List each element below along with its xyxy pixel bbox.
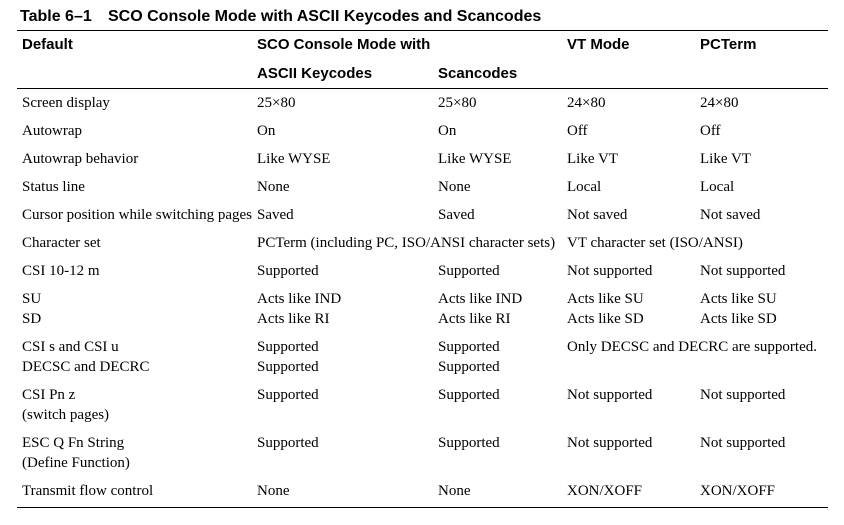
table-cell: 24×80 [567, 95, 606, 111]
bottom-rule [17, 507, 828, 508]
table-cell: Saved [438, 207, 475, 223]
table-cell: Not saved [700, 207, 761, 223]
row-label: CSI Pn z (switch pages) [22, 387, 110, 423]
table-cell: PCTerm (including PC, ISO/ANSI character… [257, 235, 556, 251]
table-row: Autowrap behavior Like WYSE Like WYSE Like … [0, 149, 844, 193]
row-label: Transmit flow control [22, 483, 154, 499]
header-scancodes: Scancodes [438, 65, 518, 82]
table-cell: Supported [438, 435, 500, 451]
table-cell: None [438, 483, 471, 499]
header-default: Default [22, 36, 73, 53]
row-label: CSI 10-12 m [22, 263, 100, 279]
table-cell: Not saved [567, 207, 628, 223]
table-cell: Supported [257, 387, 319, 403]
row-label: SU SD [22, 291, 42, 327]
table-cell: On [438, 123, 457, 139]
table-number: Table 6–1 [20, 8, 92, 25]
header-ascii-keycodes: ASCII Keycodes [257, 65, 373, 82]
table-caption: Table 6–1 SCO Console Mode with ASCII Key… [20, 8, 541, 26]
table-cell: None [257, 179, 290, 195]
table-cell: Not supported [567, 435, 653, 451]
table-row: CSI Pn z (switch pages) Supported Supported… [0, 385, 844, 429]
table-cell: Not supported [700, 263, 786, 279]
table-row: CSI 10-12 m Supported Supported Not support… [0, 261, 844, 305]
table-row: SU SD Acts like IND Acts like RI Acts like I… [0, 289, 844, 333]
table-cell: None [257, 483, 290, 499]
table-cell: 25×80 [438, 95, 477, 111]
row-label: ESC Q Fn String (Define Function) [22, 435, 130, 471]
table-row: Transmit flow control None None XON/XOFF XON… [0, 481, 844, 525]
table-row: Status line None None Local Local [0, 177, 844, 221]
table-cell: VT character set (ISO/ANSI) [567, 235, 743, 251]
table-cell: XON/XOFF [700, 483, 776, 499]
table-cell: Supported [438, 263, 500, 279]
header-pcterm: PCTerm [700, 36, 757, 53]
table-cell: Supported [257, 263, 319, 279]
table-cell: Off [567, 123, 588, 139]
table-row: Screen display 25×80 25×80 24×80 24×80 [0, 93, 844, 137]
table-cell: Supported [438, 387, 500, 403]
table-cell: Not supported [700, 387, 786, 403]
table-cell: Acts like SU Acts like SD [567, 291, 644, 327]
table-cell: Local [700, 179, 735, 195]
row-label: CSI s and CSI u DECSC and DECRC [22, 339, 150, 375]
table-cell: None [438, 179, 471, 195]
table-title: SCO Console Mode with ASCII Keycodes and… [108, 8, 542, 25]
table-cell: Acts like IND Acts like RI [257, 291, 342, 327]
table-cell: XON/XOFF [567, 483, 643, 499]
table-cell: Supported Supported [257, 339, 319, 375]
table-cell: Like VT [567, 151, 618, 167]
table-cell: Not supported [567, 387, 653, 403]
table-cell: Like WYSE [438, 151, 512, 167]
table-cell: Not supported [700, 435, 786, 451]
row-label: Screen display [22, 95, 110, 111]
table-cell: Supported [257, 435, 319, 451]
row-label: Autowrap behavior [22, 151, 139, 167]
table-cell: 25×80 [257, 95, 296, 111]
table-row: Autowrap On On Off Off [0, 121, 844, 165]
row-label: Status line [22, 179, 85, 195]
table-cell: Local [567, 179, 602, 195]
table-cell: Acts like SU Acts like SD [700, 291, 777, 327]
row-label: Autowrap [22, 123, 82, 139]
table-row: Character set PCTerm (including PC, ISO/A… [0, 233, 844, 277]
table-cell: Supported Supported [438, 339, 500, 375]
table-cell: Not supported [567, 263, 653, 279]
table-row: Cursor position while switching pages Sav… [0, 205, 844, 249]
row-label: Cursor position while switching pages [22, 207, 252, 223]
row-label: Character set [22, 235, 101, 251]
table-cell: 24×80 [700, 95, 739, 111]
table-row: CSI s and CSI u DECSC and DECRC Supported S… [0, 337, 844, 381]
table-cell: On [257, 123, 276, 139]
table-cell: Like WYSE [257, 151, 331, 167]
table-row: ESC Q Fn String (Define Function) Supporte… [0, 433, 844, 477]
table-cell: Like VT [700, 151, 751, 167]
header-sco-group: SCO Console Mode with [257, 36, 431, 53]
top-rule [17, 30, 828, 31]
table-cell: Only DECSC and DECRC are supported. [567, 339, 817, 355]
table-cell: Saved [257, 207, 294, 223]
header-rule [17, 88, 828, 89]
table-cell: Acts like IND Acts like RI [438, 291, 523, 327]
header-vt-mode: VT Mode [567, 36, 630, 53]
table-cell: Off [700, 123, 721, 139]
